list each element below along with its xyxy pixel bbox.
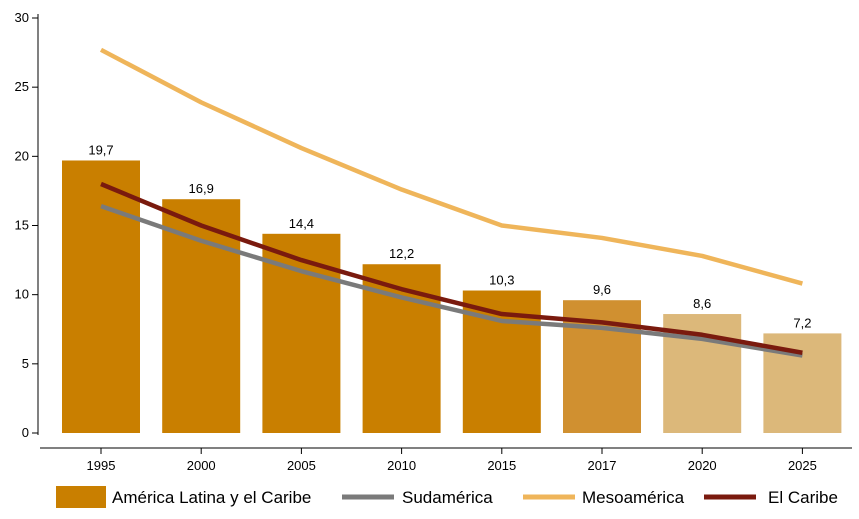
legend-label: El Caribe: [768, 488, 838, 507]
bar-value-label: 16,9: [189, 181, 214, 196]
bar-value-label: 12,2: [389, 246, 414, 261]
legend-label: Mesoamérica: [582, 488, 685, 507]
x-tick-label: 2020: [688, 458, 717, 473]
x-tick-label: 1995: [87, 458, 116, 473]
bars: [62, 160, 842, 433]
y-tick-label: 0: [22, 425, 29, 440]
bar-value-label: 14,4: [289, 216, 314, 231]
y-tick-label: 20: [15, 148, 29, 163]
legend-item: Mesoamérica: [523, 488, 685, 507]
legend: América Latina y el Caribe Sudamérica Meso…: [56, 486, 838, 508]
bar-value-label: 7,2: [793, 315, 811, 330]
legend-label: América Latina y el Caribe: [112, 488, 311, 507]
legend-label: Sudamérica: [402, 488, 493, 507]
legend-item: América Latina y el Caribe: [56, 486, 311, 508]
bar-value-label: 10,3: [489, 273, 514, 288]
bar: [162, 199, 241, 433]
y-tick-label: 25: [15, 79, 29, 94]
x-tick-label: 2010: [387, 458, 416, 473]
legend-item: El Caribe: [704, 488, 838, 507]
x-tick-label: 2005: [287, 458, 316, 473]
y-tick-label: 15: [15, 218, 29, 233]
bar-value-label: 19,7: [88, 142, 113, 157]
x-tick-label: 2017: [588, 458, 617, 473]
line-el-caribe: [100, 181, 803, 355]
legend-item: Sudamérica: [342, 488, 493, 507]
y-tick-label: 30: [15, 10, 29, 25]
x-tick-label: 2000: [187, 458, 216, 473]
bar: [62, 160, 140, 433]
bar-value-label: 8,6: [693, 296, 711, 311]
data-labels: 19,7 16,9 14,4 12,2 10,3 9,6 8,6 7,2: [88, 142, 811, 330]
legend-swatch-box: [56, 486, 106, 508]
lines: [99, 47, 803, 358]
y-axis: 0 5 10 15 20 25 30: [15, 10, 39, 440]
x-axis: 1995 2000 2005 2010 2015 2017 2020 2025: [40, 447, 852, 473]
x-tick-label: 2015: [487, 458, 516, 473]
line-mesoam-rica: [99, 47, 803, 286]
line-sudam-rica: [100, 204, 803, 358]
x-tick-label: 2025: [788, 458, 817, 473]
y-tick-label: 5: [22, 356, 29, 371]
y-tick-label: 10: [15, 287, 29, 302]
bar-value-label: 9,6: [593, 282, 611, 297]
